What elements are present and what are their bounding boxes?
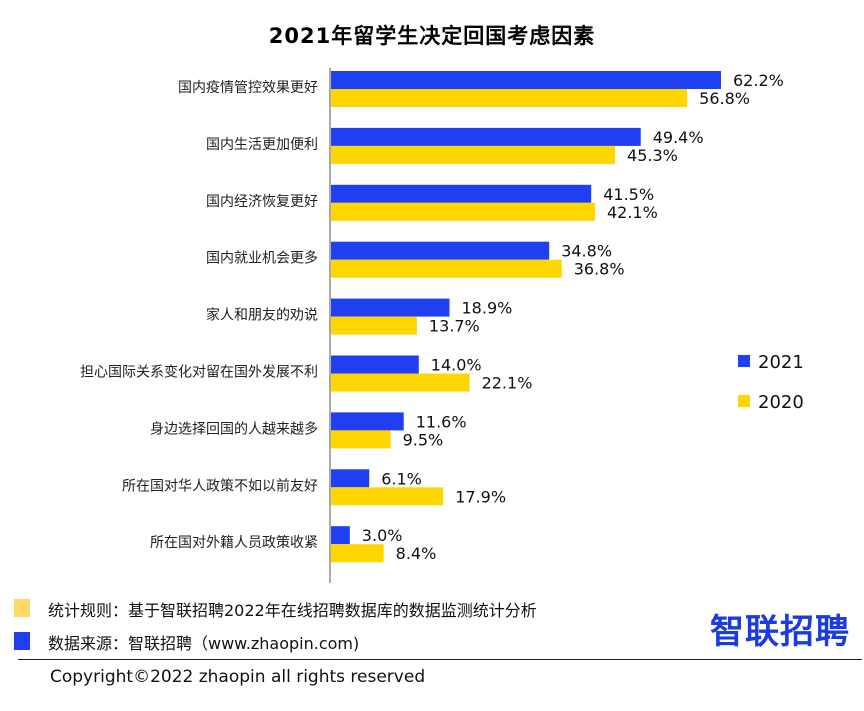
value-label-2020: 9.5% [403,430,444,449]
bar-2020 [331,316,417,335]
legend-label-2020: 2020 [758,392,804,413]
copyright-text: Copyright©2022 zhaopin all rights reserv… [50,667,426,687]
legend-swatch-2020 [738,395,750,407]
value-label-2021: 18.9% [462,299,513,318]
footer-divider [18,659,862,660]
value-label-2020: 8.4% [396,544,437,563]
bar-2020 [331,544,384,563]
source-text: 数据来源：智联招聘（www.zhaopin.com) [48,634,360,653]
bar-2021 [331,355,419,374]
bar-2021 [331,241,550,260]
value-label-2020: 56.8% [699,89,750,108]
category-label: 担心国际关系变化对留在国外发展不利 [80,365,318,381]
zhaopin-logo: 智联招聘 [710,612,850,652]
value-label-2020: 17.9% [455,487,506,506]
category-label: 国内疫情管控效果更好 [178,80,318,96]
category-label: 国内就业机会更多 [206,250,318,267]
bar-2020 [331,89,688,107]
category-label: 身边选择回国的人越来越多 [150,420,318,437]
category-label: 国内经济恢复更好 [206,193,318,210]
value-label-2021: 11.6% [416,412,467,431]
value-label-2020: 36.8% [574,260,625,279]
bar-2021 [331,412,404,431]
bar-2021 [331,184,592,203]
statistics-rule-note: 统计规则：基于智联招聘2022年在线招聘数据库的数据监测统计分析 [14,597,537,621]
rule-swatch [14,599,30,617]
bar-2021 [331,526,350,545]
value-label-2021: 41.5% [603,185,654,204]
bar-2020 [331,145,616,164]
value-label-2021: 3.0% [362,526,403,545]
bar-2020 [331,487,444,506]
legend-swatch-2021 [738,355,750,367]
category-label: 家人和朋友的劝说 [206,307,318,324]
bar-2021 [331,298,450,317]
value-label-2020: 45.3% [627,146,678,165]
bar-2020 [331,373,470,392]
category-label: 所在国对外籍人员政策收紧 [150,534,318,551]
value-label-2021: 62.2% [733,71,784,90]
bar-2020 [331,202,595,221]
bar-2021 [331,71,721,89]
bar-chart: 国内疫情管控效果更好 62.2%56.8% 国内生活更加便利 49.4%45.3% 国内… [80,68,804,584]
bar-2021 [331,469,370,488]
chart-title: 2021年留学生决定回国考虑因素 [268,24,596,48]
bar-2020 [331,259,562,278]
data-source-note: 数据来源：智联招聘（www.zhaopin.com) [14,630,360,654]
value-label-2020: 13.7% [429,317,480,336]
category-label: 国内生活更加便利 [206,137,318,153]
value-label-2021: 6.1% [381,469,422,488]
value-label-2020: 42.1% [607,203,658,222]
bar-2020 [331,430,391,449]
value-label-2021: 49.4% [653,128,704,147]
rule-text: 统计规则：基于智联招聘2022年在线招聘数据库的数据监测统计分析 [48,601,537,620]
value-label-2021: 14.0% [431,356,482,375]
value-label-2021: 34.8% [561,242,612,261]
value-label-2020: 22.1% [482,374,533,393]
source-swatch [14,632,30,650]
category-label: 所在国对华人政策不如以前友好 [122,477,318,494]
bar-2021 [331,127,641,146]
legend-label-2021: 2021 [758,352,804,373]
